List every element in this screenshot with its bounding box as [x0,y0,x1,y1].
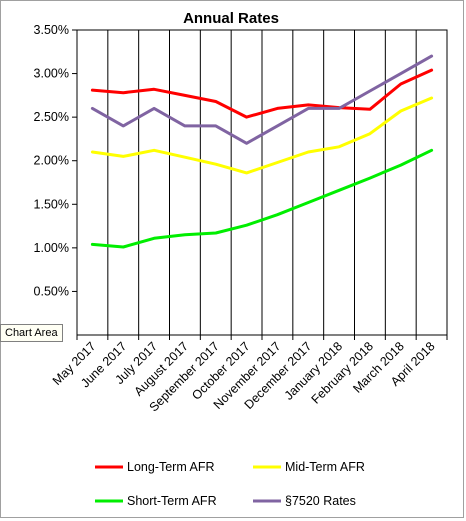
legend-label: Long-Term AFR [127,460,215,474]
y-tick-label: 2.00% [34,154,69,168]
y-tick-label: 1.50% [34,197,69,211]
y-tick-label: 2.50% [34,110,69,124]
chart-title: Annual Rates [183,10,279,27]
y-tick-label: 3.00% [34,67,69,81]
legend-label: Short-Term AFR [127,494,217,508]
legend-label: Mid-Term AFR [285,460,365,474]
chart-area-tooltip: Chart Area [0,324,63,342]
y-tick-label: 3.50% [34,23,69,37]
y-tick-label: 1.00% [34,241,69,255]
y-tick-label: 0.50% [34,284,69,298]
legend-label: §7520 Rates [285,494,356,508]
